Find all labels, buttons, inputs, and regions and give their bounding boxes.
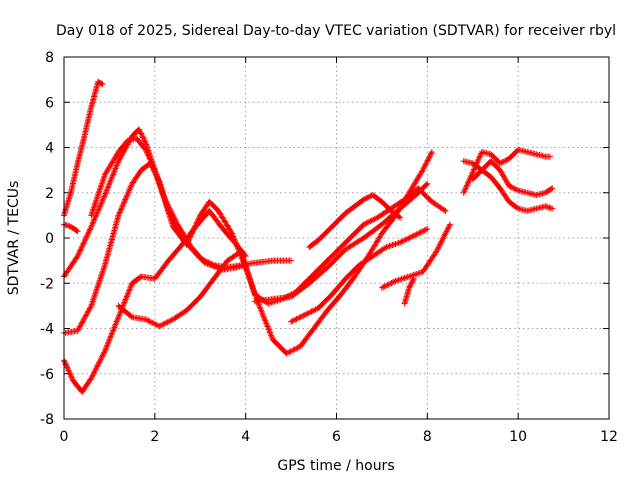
y-tick-label: 8 xyxy=(45,50,54,66)
data-series-11 xyxy=(378,221,453,291)
y-tick-label: 6 xyxy=(45,95,54,111)
x-tick-label: 4 xyxy=(241,429,250,445)
data-series-9 xyxy=(288,225,431,325)
data-series-3 xyxy=(61,126,249,280)
data-series-6 xyxy=(88,135,435,357)
y-tick-label: 4 xyxy=(45,141,54,157)
data-point-markers xyxy=(306,192,404,251)
data-point-markers xyxy=(460,158,556,214)
data-point-markers xyxy=(378,221,453,291)
grid xyxy=(64,57,609,419)
x-tick-label: 12 xyxy=(600,429,618,445)
data-series-15 xyxy=(469,158,556,198)
x-tick-label: 8 xyxy=(423,429,432,445)
data-point-markers xyxy=(469,158,556,198)
data-point-markers xyxy=(88,135,435,357)
data-point-markers xyxy=(288,225,431,325)
x-axis-label: GPS time / hours xyxy=(277,458,394,474)
data-point-markers xyxy=(401,275,417,307)
y-tick-label: 2 xyxy=(45,186,54,202)
x-tick-label: 10 xyxy=(509,429,527,445)
data-series-12 xyxy=(401,275,417,307)
x-tick-label: 0 xyxy=(60,429,69,445)
data-series-14 xyxy=(460,158,556,214)
data-point-markers xyxy=(460,146,553,196)
data-series-13 xyxy=(460,146,553,196)
x-tick-label: 2 xyxy=(150,429,159,445)
data-point-markers xyxy=(61,126,249,280)
y-tick-label: 0 xyxy=(45,231,54,247)
y-tick-label: -8 xyxy=(40,412,54,428)
y-axis-label: SDTVAR / TECUs xyxy=(6,181,22,296)
y-tick-label: -4 xyxy=(40,322,54,338)
x-tick-label: 6 xyxy=(332,429,341,445)
y-tick-label: -6 xyxy=(40,367,54,383)
y-tick-label: -2 xyxy=(40,276,54,292)
plot-frame xyxy=(63,56,610,420)
chart-title: Day 018 of 2025, Sidereal Day-to-day VTE… xyxy=(56,23,616,39)
axis-ticks: 0 2 4 6 8 10 12 -8 -6 -4 -2 0 2 4 6 8 xyxy=(40,50,618,445)
data-series-10 xyxy=(306,192,404,251)
data-series xyxy=(61,78,556,395)
